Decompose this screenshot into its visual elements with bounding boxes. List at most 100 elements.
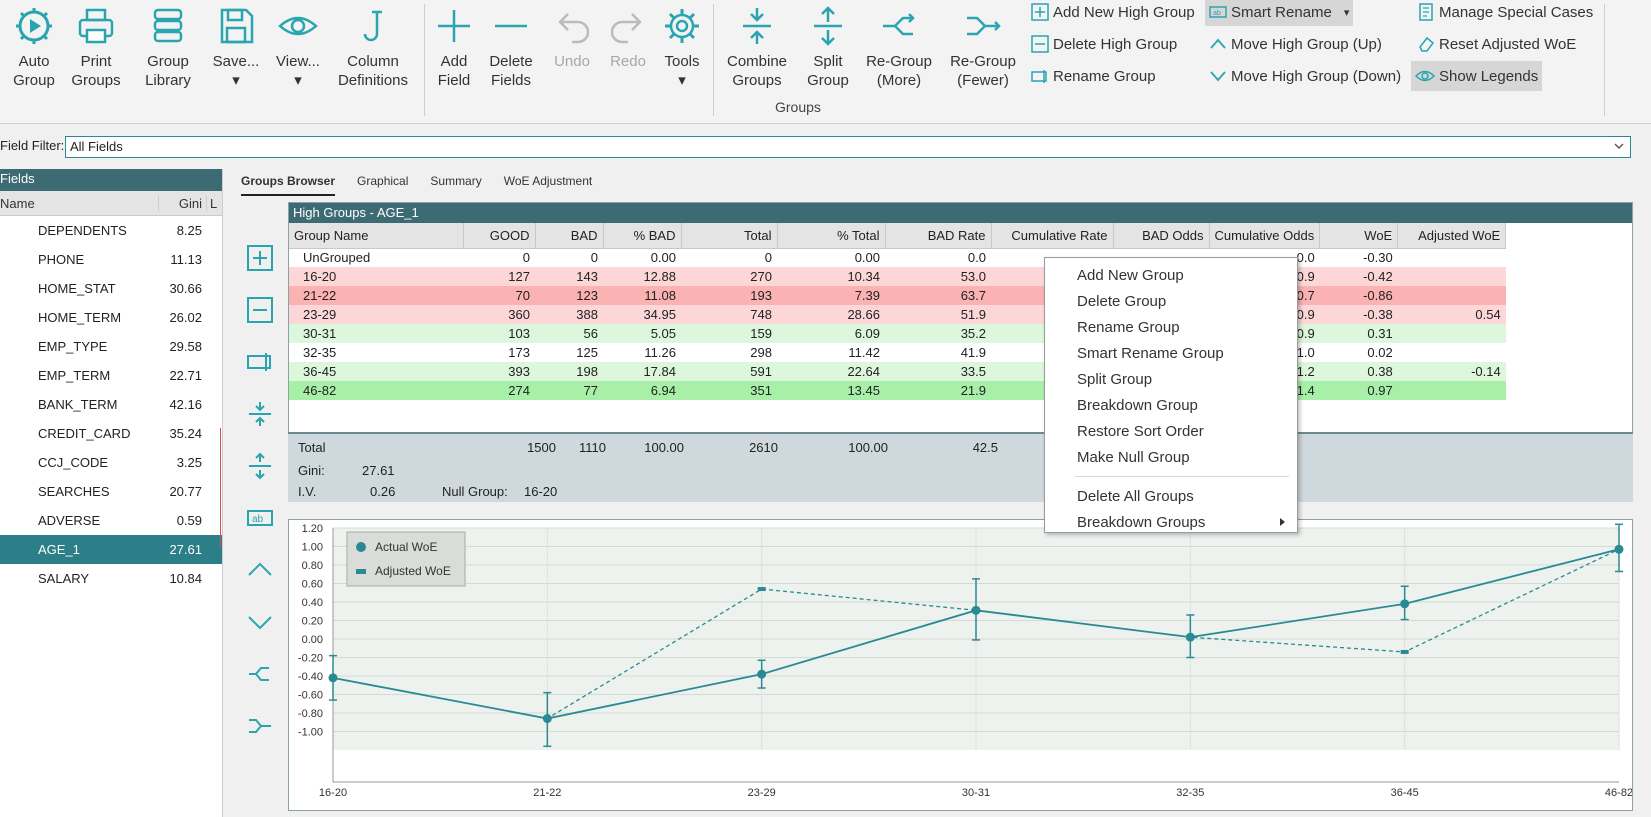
column-header[interactable]: % Total [777,223,886,249]
table-row[interactable]: 30-31 103 56 5.05 159 6.09 35.2 0.9 0.31 [289,324,1506,343]
fields-col-extra[interactable]: L [206,195,222,211]
field-row[interactable]: CREDIT_CARD 35.24 [0,419,222,448]
menu-add-new-group[interactable]: Add New Group [1077,266,1184,284]
delete-fields-button[interactable]: Delete Fields [486,4,536,90]
column-header[interactable]: Group Name [289,223,464,249]
add-group-tool[interactable] [240,232,280,284]
field-row[interactable]: ADVERSE 0.59 [0,506,222,535]
rename-group-button[interactable]: Rename Group [1027,62,1160,90]
table-row[interactable]: 36-45 393 198 17.84 591 22.64 33.5 1.2 0.38 -0.14 [289,362,1506,381]
column-header[interactable]: BAD Odds [1113,223,1210,249]
field-row[interactable]: HOME_TERM 26.02 [0,303,222,332]
move-down-tool[interactable] [240,596,280,648]
menu-breakdown-group[interactable]: Breakdown Group [1077,396,1198,414]
split-group-button[interactable]: Split Group [804,4,852,90]
menu-delete-all-groups[interactable]: Delete All Groups [1077,487,1194,505]
table-row[interactable]: 46-82 274 77 6.94 351 13.45 21.9 1.4 0.97 [289,381,1506,400]
smart-rename-tool[interactable]: ab [240,492,280,544]
tab-woe-adjustment[interactable]: WoE Adjustment [503,174,593,188]
smart-rename-label: Smart Rename [1231,3,1332,21]
gear-play-icon [16,8,52,44]
smart-rename-button[interactable]: ab Smart Rename ▾ [1205,0,1353,26]
table-cell: 53.0 [885,267,991,286]
menu-rename-group[interactable]: Rename Group [1077,318,1180,336]
table-row[interactable]: 23-29 360 388 34.95 748 28.66 51.9 0.9 -0.38 0.54 [289,305,1506,324]
menu-make-null-group[interactable]: Make Null Group [1077,448,1190,466]
regroup-more-tool[interactable] [240,648,280,700]
combine-icon [743,8,771,44]
column-header[interactable]: Cumulative Odds [1209,223,1321,249]
group-library-button[interactable]: Group Library [136,4,200,90]
ribbon: Auto Group Print Groups Group Library Sa… [0,0,1651,124]
menu-delete-group[interactable]: Delete Group [1077,292,1167,310]
show-legends-button[interactable]: Show Legends [1411,61,1543,91]
add-field-button[interactable]: Add Field [432,4,476,90]
field-row[interactable]: SALARY 10.84 [0,564,222,593]
save-button[interactable]: Save... ▾ [210,4,262,90]
menu-smart-rename-group[interactable]: Smart Rename Group [1077,344,1224,362]
field-row[interactable]: BANK_TERM 42.16 [0,390,222,419]
legend-adjusted-marker [356,569,366,574]
table-cell [1397,343,1506,362]
table-row[interactable]: 16-20 127 143 12.88 270 10.34 53.0 0.9 -0.42 [289,267,1506,286]
manage-special-cases-button[interactable]: Manage Special Cases [1413,0,1597,26]
woe-chart: 1.20 1.00 0.80 0.60 0.40 0.20 0.00 -0.20 -0.40 -0… [288,519,1633,811]
column-header[interactable]: WoE [1319,223,1399,249]
combine-group-tool[interactable] [240,388,280,440]
field-row[interactable]: EMP_TYPE 29.58 [0,332,222,361]
regroup-more-button[interactable]: Re-Group (More) [866,4,932,90]
field-row[interactable]: SEARCHES 20.77 [0,477,222,506]
menu-restore-sort-order[interactable]: Restore Sort Order [1077,422,1204,440]
column-header[interactable]: Total [681,223,778,249]
tab-summary[interactable]: Summary [430,174,482,188]
column-header[interactable]: Adjusted WoE [1397,223,1507,249]
tab-graphical[interactable]: Graphical [357,174,409,188]
add-new-high-group-button[interactable]: Add New High Group [1027,0,1199,26]
redo-button[interactable]: Redo [604,4,652,71]
move-high-group-down-button[interactable]: Move High Group (Down) [1205,62,1405,90]
column-header[interactable]: BAD [535,223,604,249]
fields-col-name[interactable]: Name [0,195,35,211]
table-cell: 193 [681,286,777,305]
auto-group-button[interactable]: Auto Group [8,4,60,90]
field-row[interactable]: CCJ_CODE 3.25 [0,448,222,477]
splitter-handle[interactable] [220,428,226,548]
field-filter-select[interactable]: All Fields [65,136,1631,158]
move-up-tool[interactable] [240,544,280,596]
delete-high-group-button[interactable]: Delete High Group [1027,30,1181,58]
field-row[interactable]: HOME_STAT 30.66 [0,274,222,303]
table-row[interactable]: UnGrouped 0 0 0.00 0 0.00 0.0 0.0 -0.30 [289,248,1506,267]
field-row[interactable]: DEPENDENTS 8.25 [0,216,222,245]
column-header[interactable]: Cumulative Rate [991,223,1114,249]
combine-groups-button[interactable]: Combine Groups [720,4,794,90]
column-header[interactable]: % BAD [603,223,682,249]
split-group-tool[interactable] [240,440,280,492]
reset-adjusted-woe-button[interactable]: Reset Adjusted WoE [1413,30,1580,58]
eye-icon [278,16,318,36]
table-row[interactable]: 21-22 70 123 11.08 193 7.39 63.7 0.7 -0.86 [289,286,1506,305]
regroup-more-label-2: (More) [876,72,922,89]
menu-breakdown-groups[interactable]: Breakdown Groups [1045,509,1297,535]
view-button[interactable]: View... ▾ [270,4,326,90]
fields-col-gini[interactable]: Gini [158,195,206,211]
table-row[interactable]: 32-35 173 125 11.26 298 11.42 41.9 1.0 0.02 [289,343,1506,362]
adjusted-woe-point [543,716,552,721]
column-definitions-button[interactable]: Column Definitions [336,4,410,90]
rename-group-tool[interactable] [240,336,280,388]
field-row[interactable]: AGE_1 27.61 [0,535,222,564]
remove-group-tool[interactable] [240,284,280,336]
tab-groups-browser[interactable]: Groups Browser [241,174,336,196]
column-header[interactable]: BAD Rate [885,223,992,249]
column-header[interactable]: GOOD [463,223,536,249]
menu-split-group[interactable]: Split Group [1077,370,1153,388]
field-row[interactable]: PHONE 11.13 [0,245,222,274]
table-cell: 591 [681,362,777,381]
regroup-fewer-button[interactable]: Re-Group (Fewer) [950,4,1016,90]
regroup-fewer-tool[interactable] [240,700,280,752]
print-groups-button[interactable]: Print Groups [68,4,124,90]
tools-button[interactable]: Tools ▾ [658,4,706,90]
field-row[interactable]: EMP_TERM 22.71 [0,361,222,390]
smart-rename-dropdown-icon[interactable]: ▾ [1343,6,1350,19]
undo-button[interactable]: Undo [548,4,596,71]
move-high-group-up-button[interactable]: Move High Group (Up) [1205,30,1386,58]
